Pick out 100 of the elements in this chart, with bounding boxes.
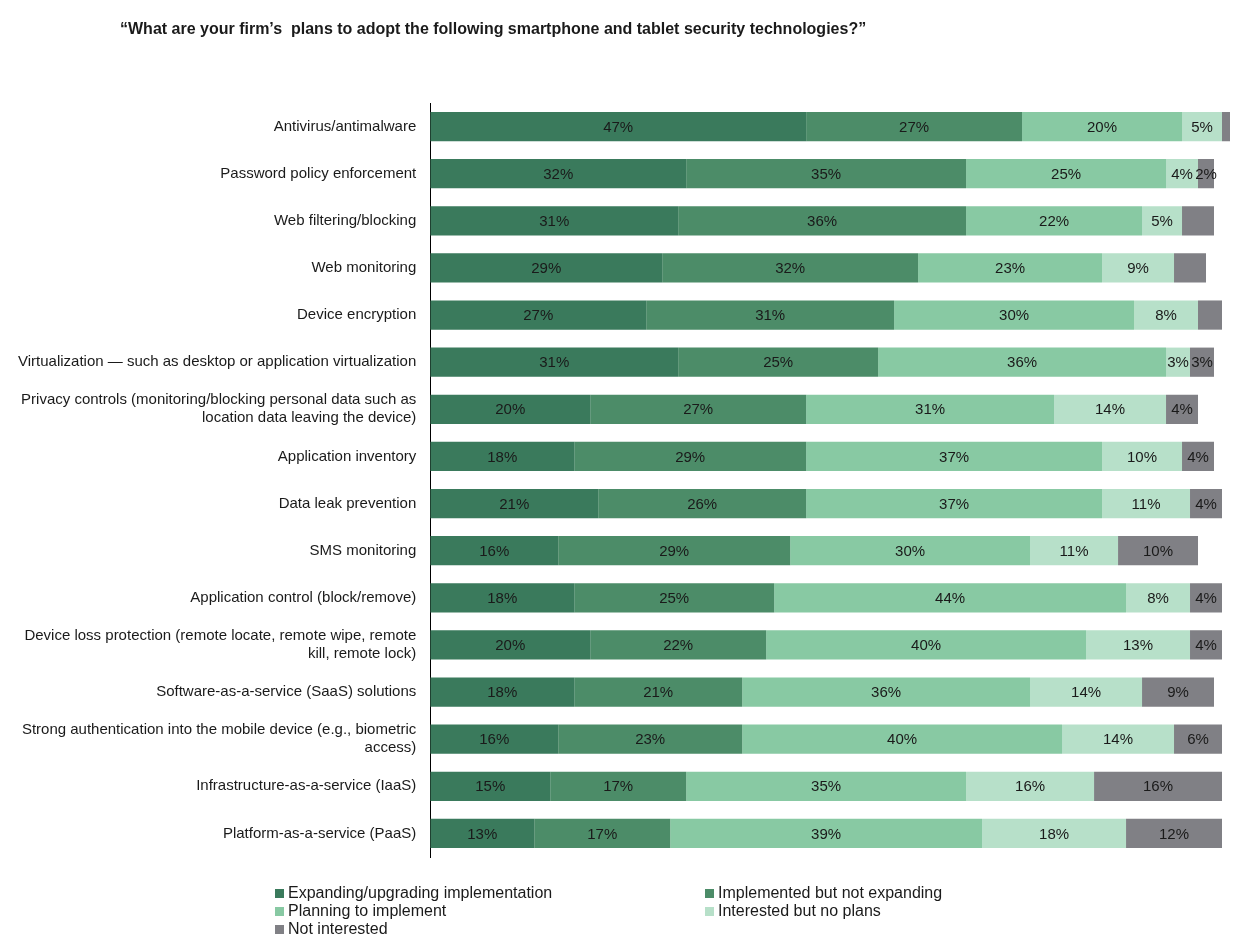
- bar: [590, 630, 767, 660]
- y-tick-label: Web filtering/blocking: [273, 210, 417, 228]
- data-label: 13%: [1123, 636, 1154, 654]
- data-label: 11%: [1059, 541, 1089, 559]
- data-label: 14%: [1095, 400, 1126, 418]
- bar: [806, 394, 1055, 424]
- bar: [646, 300, 895, 330]
- y-tick-label: Strong authentication into the mobile device (e.g., biometric access): [21, 720, 417, 756]
- data-label: 18%: [1039, 824, 1070, 842]
- data-label: 4%: [1195, 636, 1217, 654]
- data-label: 15%: [475, 777, 506, 795]
- data-label: 27%: [899, 117, 930, 135]
- bar: [918, 253, 1103, 283]
- bar: [678, 347, 879, 377]
- y-tick-label: Device loss protection (remote locate, remote wipe, remote kill, remote lock): [24, 626, 417, 662]
- data-label: 36%: [807, 211, 838, 229]
- bar: [430, 630, 591, 660]
- bar: [558, 536, 791, 566]
- bar: [430, 441, 575, 472]
- data-label: 18%: [487, 447, 518, 465]
- data-label: 20%: [495, 400, 526, 418]
- data-label: 23%: [635, 730, 666, 748]
- data-label: 22%: [1039, 211, 1070, 229]
- bar: [894, 300, 1135, 330]
- bar: [662, 253, 919, 283]
- bar: [1126, 583, 1191, 613]
- bar: [534, 818, 671, 849]
- y-tick-label: Privacy controls (monitoring/blocking personal data such as location data leaving the device): [21, 390, 417, 426]
- chart-title: “What are your firm’s plans to adopt the following smartphone and tablet security technologies?”: [119, 19, 868, 39]
- data-label: 10%: [1143, 541, 1174, 559]
- data-label: 21%: [643, 683, 674, 701]
- data-label: 29%: [659, 541, 690, 559]
- y-tick-label: Application inventory: [277, 446, 417, 464]
- data-label: 13%: [467, 824, 498, 842]
- data-label: 4%: [1171, 164, 1193, 182]
- bar: [806, 441, 1103, 472]
- data-label: 29%: [675, 447, 706, 465]
- bar: [678, 206, 967, 236]
- data-label: 20%: [1087, 117, 1118, 135]
- legend-label: Not interested: [288, 920, 388, 938]
- data-label: 4%: [1195, 588, 1217, 606]
- data-label: 3%: [1167, 353, 1189, 371]
- data-label: 30%: [999, 306, 1030, 324]
- data-label: 5%: [1151, 211, 1173, 229]
- data-label: 37%: [939, 494, 970, 512]
- bar: [1102, 253, 1175, 283]
- y-tick-label: Application control (block/remove): [190, 587, 417, 605]
- y-tick-label: Antivirus/antimalware: [273, 116, 417, 134]
- y-tick-label: Virtualization — such as desktop or application virtualization: [17, 352, 417, 370]
- bar: [766, 630, 1087, 660]
- data-label: 35%: [811, 777, 842, 795]
- data-label: 6%: [1187, 730, 1209, 748]
- bar: [878, 347, 1167, 377]
- data-label: 44%: [935, 588, 966, 606]
- y-tick-label: Password policy enforcement: [220, 163, 418, 181]
- y-tick-label: Infrastructure-as-a-service (IaaS): [196, 776, 417, 794]
- bar: [806, 111, 1023, 142]
- y-tick-label: Web monitoring: [311, 258, 417, 276]
- bar: [574, 583, 775, 613]
- bar: [1062, 724, 1175, 754]
- bar: [430, 253, 663, 283]
- bar: [430, 300, 647, 330]
- bar: [1174, 253, 1207, 283]
- bar: [574, 677, 743, 707]
- bar: [1118, 536, 1199, 566]
- data-label: 3%: [1191, 353, 1213, 371]
- data-label: 40%: [887, 730, 918, 748]
- bar: [966, 206, 1143, 236]
- data-label: 27%: [683, 400, 714, 418]
- data-label: 20%: [495, 636, 526, 654]
- data-label: 9%: [1127, 259, 1149, 277]
- y-tick-label: Platform-as-a-service (PaaS): [222, 823, 417, 841]
- data-label: 27%: [523, 306, 554, 324]
- legend-label: Implemented but not expanding: [718, 884, 943, 902]
- data-label: 40%: [911, 636, 942, 654]
- data-label: 16%: [1015, 777, 1046, 795]
- bar: [430, 347, 679, 377]
- bar: [1198, 300, 1222, 330]
- bar: [430, 206, 679, 236]
- data-label: 10%: [1127, 447, 1158, 465]
- data-label: 18%: [487, 683, 518, 701]
- data-label: 31%: [915, 400, 946, 418]
- data-label: 11%: [1131, 494, 1161, 512]
- data-label: 39%: [811, 824, 842, 842]
- bar: [1030, 677, 1143, 707]
- data-label: 36%: [871, 683, 902, 701]
- bar: [430, 488, 599, 519]
- bar: [1142, 677, 1215, 707]
- data-label: 32%: [543, 164, 574, 182]
- data-label: 17%: [603, 777, 634, 795]
- data-label: 21%: [499, 494, 530, 512]
- bar: [1102, 441, 1183, 472]
- data-label: 4%: [1171, 400, 1193, 418]
- bar: [1086, 630, 1191, 660]
- bar: [982, 818, 1127, 849]
- data-label: 23%: [995, 259, 1026, 277]
- data-label: 36%: [1007, 353, 1038, 371]
- data-label: 29%: [531, 259, 562, 277]
- bar: [774, 583, 1127, 613]
- bar: [430, 677, 575, 707]
